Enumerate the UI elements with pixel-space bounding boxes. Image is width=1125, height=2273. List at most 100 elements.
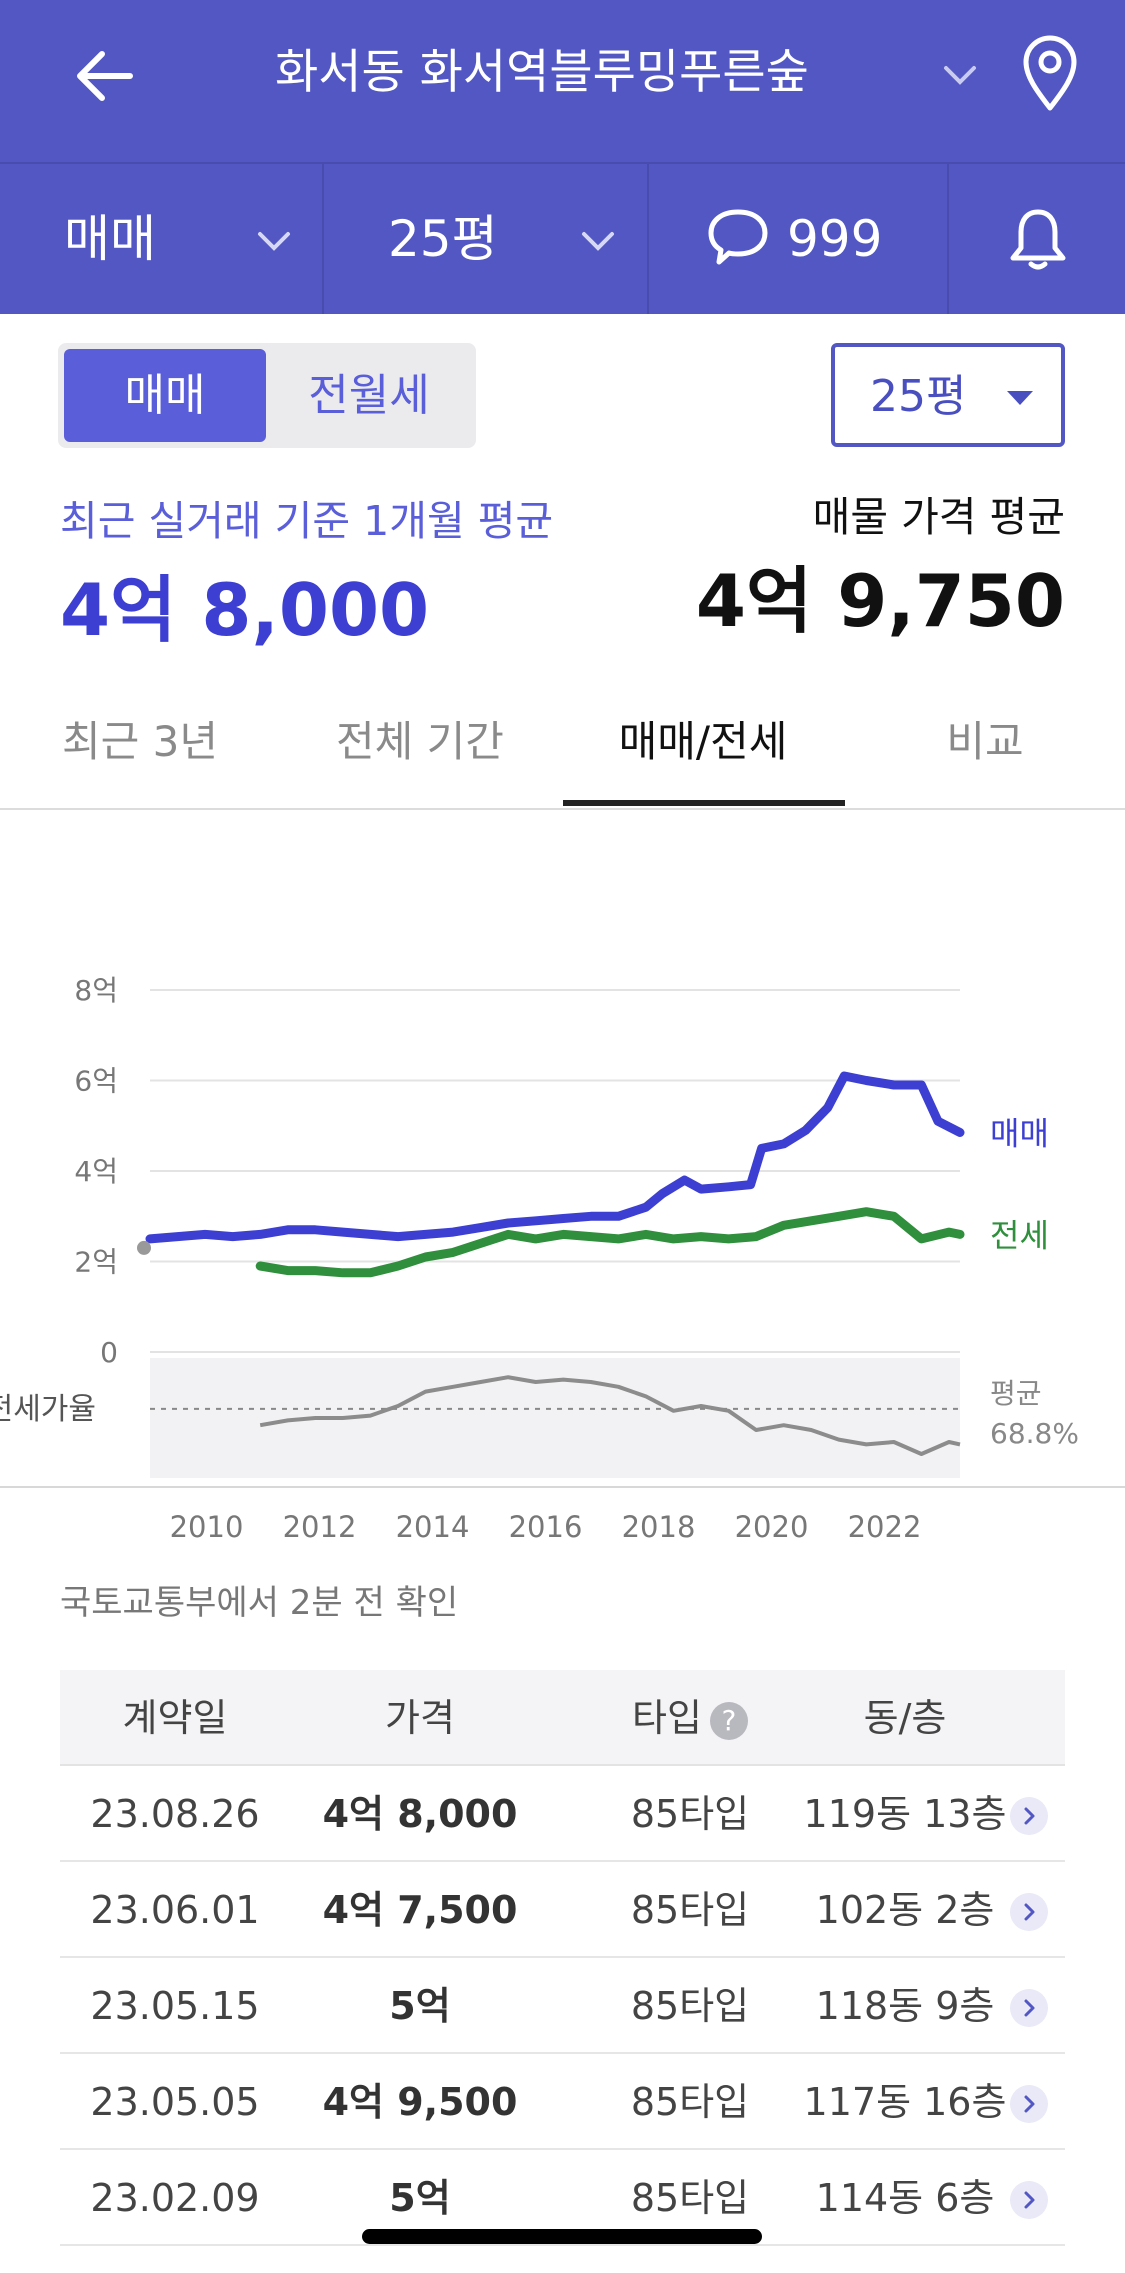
table-row[interactable]: 23.02.09 5억 85타입 114동 6층 xyxy=(60,2150,1065,2246)
period-tabs: 최근 3년 전체 기간 매매/전세 비교 xyxy=(0,700,1125,810)
header-type-label: 타입 xyxy=(632,1696,702,1740)
cell-type: 85타입 xyxy=(630,1792,750,1836)
cell-price: 4억 8,000 xyxy=(322,1792,518,1836)
cell-building-floor: 102동 2층 xyxy=(815,1888,995,1932)
x-tick-label: 2012 xyxy=(282,1510,357,1544)
cell-building-floor: 118동 9층 xyxy=(815,1984,995,2028)
start-marker xyxy=(137,1240,151,1255)
cell-building-floor: 114동 6층 xyxy=(815,2176,995,2220)
y-tick-label: 2억 xyxy=(74,1246,118,1279)
y-tick-label: 0 xyxy=(100,1336,118,1369)
x-tick-label: 2022 xyxy=(847,1510,922,1544)
speech-bubble-icon xyxy=(708,209,768,265)
header-price: 가격 xyxy=(385,1696,455,1740)
listing-avg-value: 4억 9,750 xyxy=(695,559,1065,643)
cell-date: 23.06.01 xyxy=(90,1888,260,1932)
deal-type-dropdown[interactable]: 매매 xyxy=(0,164,324,314)
area-label: 25평 xyxy=(388,210,498,268)
table-body: 23.08.26 4억 8,000 85타입 119동 13층 23.06.01 4억 7… xyxy=(60,1766,1065,2246)
chevron-down-icon[interactable] xyxy=(940,60,980,90)
cell-type: 85타입 xyxy=(630,1984,750,2028)
cell-price: 4억 7,500 xyxy=(322,1888,518,1932)
comment-count: 999 xyxy=(787,210,883,268)
series-line-jeonse xyxy=(255,1207,965,1278)
complex-title[interactable]: 화서동 화서역블루밍푸른숲 xyxy=(275,45,809,100)
table-header: 계약일 가격 타입? 동/층 xyxy=(60,1670,1065,1766)
series-label: 전세 xyxy=(990,1216,1049,1254)
x-tick-label: 2020 xyxy=(734,1510,809,1544)
cell-price: 5억 xyxy=(389,1984,451,2028)
map-pin-icon[interactable] xyxy=(1018,32,1082,114)
caret-down-icon xyxy=(1007,391,1033,405)
area-select[interactable]: 25평 xyxy=(831,343,1065,447)
comments-button[interactable]: 999 xyxy=(649,164,949,314)
tab-sale-jeonse[interactable]: 매매/전세 xyxy=(618,717,788,766)
ratio-line xyxy=(259,1375,961,1456)
chevron-down-icon xyxy=(582,232,614,251)
x-tick-label: 2016 xyxy=(508,1510,583,1544)
x-tick-label: 2014 xyxy=(395,1510,470,1544)
x-tick-label: 2018 xyxy=(621,1510,696,1544)
transactions-table: 계약일 가격 타입? 동/층 23.08.26 4억 8,000 85타입 119동 … xyxy=(60,1670,1065,2246)
app-header: 화서동 화서역블루밍푸른숲 xyxy=(0,0,1125,162)
y-tick-label: 8억 xyxy=(74,974,118,1007)
table-row[interactable]: 23.08.26 4억 8,000 85타입 119동 13층 xyxy=(60,1766,1065,1862)
tab-recent-3y[interactable]: 최근 3년 xyxy=(62,717,218,766)
segment-rent[interactable]: 전월세 xyxy=(308,370,430,421)
cell-date: 23.05.15 xyxy=(90,1984,260,2028)
table-row[interactable]: 23.05.15 5억 85타입 118동 9층 xyxy=(60,1958,1065,2054)
y-tick-label: 6억 xyxy=(74,1065,118,1098)
cell-building-floor: 117동 16층 xyxy=(803,2080,1007,2124)
ratio-panel-bg xyxy=(150,1358,960,1478)
cell-building-floor: 119동 13층 xyxy=(803,1792,1007,1836)
x-axis-labels: 2010 2012 2014 2016 2018 2020 2022 xyxy=(0,1505,1125,1555)
header-date: 계약일 xyxy=(122,1696,228,1740)
recent-avg-value: 4억 8,000 xyxy=(60,568,430,652)
ratio-avg-value: 68.8% xyxy=(990,1417,1079,1450)
deal-type-label: 매매 xyxy=(64,210,156,268)
cell-date: 23.08.26 xyxy=(90,1792,260,1836)
recent-avg-label: 최근 실거래 기준 1개월 평균 xyxy=(60,497,554,545)
help-icon[interactable]: ? xyxy=(709,1701,748,1740)
back-arrow-icon[interactable] xyxy=(70,36,150,116)
cell-type: 85타입 xyxy=(630,2080,750,2124)
deal-segment-control: 매매 전월세 xyxy=(58,343,476,448)
chevron-right-icon[interactable] xyxy=(1010,1797,1048,1835)
price-chart-svg: 8억 6억 4억 2억 0 매매전세전세가율 평균 68.8% xyxy=(0,974,1079,1478)
price-chart[interactable]: 8억 6억 4억 2억 0 매매전세전세가율 평균 68.8% xyxy=(0,960,1125,1550)
header-building-floor: 동/층 xyxy=(863,1696,947,1740)
chevron-right-icon[interactable] xyxy=(1010,2181,1048,2219)
cell-price: 5억 xyxy=(389,2176,451,2220)
chevron-down-icon xyxy=(258,232,290,251)
chevron-right-icon[interactable] xyxy=(1010,1989,1048,2027)
listing-avg-label: 매물 가격 평균 xyxy=(812,493,1065,541)
chart-divider xyxy=(0,1486,1125,1488)
bell-icon xyxy=(1010,209,1066,270)
cell-type: 85타입 xyxy=(630,1888,750,1932)
area-dropdown[interactable]: 25평 xyxy=(324,164,649,314)
table-row[interactable]: 23.05.05 4억 9,500 85타입 117동 16층 xyxy=(60,2054,1065,2150)
active-tab-indicator xyxy=(563,800,845,806)
header-type: 타입? xyxy=(600,1670,780,1766)
y-tick-label: 4억 xyxy=(74,1155,118,1188)
tab-compare[interactable]: 비교 xyxy=(946,717,1024,766)
segment-sale[interactable]: 매매 xyxy=(64,349,266,442)
source-note: 국토교통부에서 2분 전 확인 xyxy=(60,1583,459,1623)
series-label: 매매 xyxy=(990,1115,1049,1153)
chevron-right-icon[interactable] xyxy=(1010,1893,1048,1931)
chevron-right-icon[interactable] xyxy=(1010,2085,1048,2123)
cell-date: 23.05.05 xyxy=(90,2080,260,2124)
notification-button[interactable] xyxy=(949,164,1125,314)
area-select-value: 25평 xyxy=(870,371,967,422)
cell-price: 4억 9,500 xyxy=(322,2080,518,2124)
x-tick-label: 2010 xyxy=(169,1510,244,1544)
filter-bar: 매매 25평 999 xyxy=(0,162,1125,314)
tab-all-period[interactable]: 전체 기간 xyxy=(336,717,504,766)
series-line-sale xyxy=(145,1071,965,1244)
ratio-label: 전세가율 xyxy=(0,1392,96,1427)
home-indicator xyxy=(362,2229,762,2244)
ratio-avg-label: 평균 xyxy=(990,1377,1042,1410)
cell-type: 85타입 xyxy=(630,2176,750,2220)
table-row[interactable]: 23.06.01 4억 7,500 85타입 102동 2층 xyxy=(60,1862,1065,1958)
cell-date: 23.02.09 xyxy=(90,2176,260,2220)
